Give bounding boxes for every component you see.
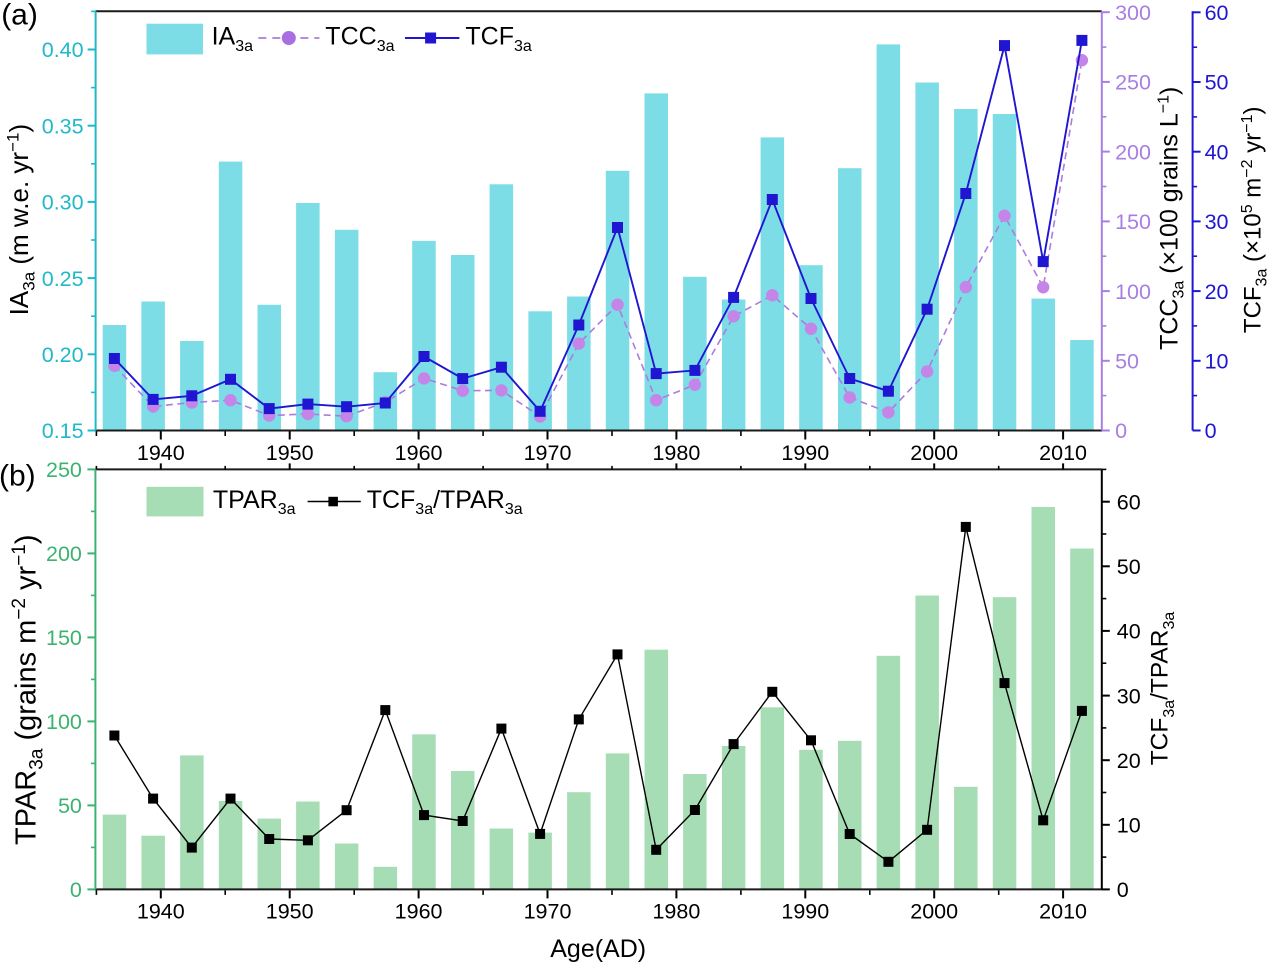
svg-text:150: 150: [1115, 210, 1151, 234]
svg-text:0: 0: [1115, 419, 1127, 443]
svg-text:300: 300: [1115, 1, 1151, 25]
svg-text:0: 0: [1205, 419, 1217, 443]
svg-text:1980: 1980: [652, 899, 700, 923]
svg-text:1990: 1990: [781, 899, 829, 923]
svg-text:TCC3a: TCC3a: [325, 23, 394, 55]
svg-text:IA3a (m w.e. yr−1): IA3a (m w.e. yr−1): [3, 124, 38, 315]
svg-text:0: 0: [1117, 878, 1129, 902]
svg-text:TCF3a: TCF3a: [465, 23, 532, 55]
svg-text:200: 200: [1115, 140, 1151, 164]
svg-text:10: 10: [1117, 814, 1141, 838]
svg-text:1950: 1950: [266, 441, 314, 465]
svg-text:10: 10: [1205, 350, 1229, 374]
svg-text:60: 60: [1117, 490, 1141, 514]
svg-text:0.15: 0.15: [42, 419, 84, 443]
svg-text:250: 250: [46, 458, 82, 482]
svg-text:TPAR3a: TPAR3a: [213, 486, 296, 518]
svg-text:(a): (a): [1, 0, 38, 32]
svg-text:0.20: 0.20: [42, 343, 84, 367]
svg-text:TCF3a/TPAR3a: TCF3a/TPAR3a: [367, 486, 523, 518]
svg-text:1990: 1990: [781, 441, 829, 465]
svg-text:Age(AD): Age(AD): [550, 935, 646, 963]
svg-text:IA3a: IA3a: [212, 23, 254, 55]
svg-text:TCF3a/TPAR3a: TCF3a/TPAR3a: [1147, 612, 1178, 766]
svg-text:(b): (b): [0, 460, 36, 493]
svg-text:2000: 2000: [910, 899, 958, 923]
svg-text:30: 30: [1205, 210, 1229, 234]
svg-text:40: 40: [1117, 620, 1141, 644]
svg-text:0.35: 0.35: [42, 114, 84, 138]
svg-text:30: 30: [1117, 684, 1141, 708]
svg-text:50: 50: [1205, 71, 1229, 95]
svg-text:250: 250: [1115, 71, 1151, 95]
svg-text:20: 20: [1205, 280, 1229, 304]
svg-text:2010: 2010: [1039, 441, 1087, 465]
svg-text:1980: 1980: [652, 441, 700, 465]
svg-text:100: 100: [46, 710, 82, 734]
svg-text:2000: 2000: [910, 441, 958, 465]
svg-text:150: 150: [46, 626, 82, 650]
svg-text:1960: 1960: [395, 441, 443, 465]
svg-text:50: 50: [58, 794, 82, 818]
svg-text:TPAR3a (grains m−2 yr−1): TPAR3a (grains m−2 yr−1): [9, 534, 48, 845]
svg-text:1940: 1940: [137, 899, 185, 923]
svg-text:60: 60: [1205, 1, 1229, 25]
svg-text:40: 40: [1205, 140, 1229, 164]
svg-text:20: 20: [1117, 749, 1141, 773]
svg-text:TCF3a (×105 m−2 yr−1): TCF3a (×105 m−2 yr−1): [1239, 107, 1268, 334]
svg-text:1970: 1970: [524, 441, 572, 465]
svg-text:1940: 1940: [137, 441, 185, 465]
svg-text:0.25: 0.25: [42, 267, 84, 291]
svg-text:50: 50: [1115, 350, 1139, 374]
svg-text:TCC3a (×100 grains L−1): TCC3a (×100 grains L−1): [1155, 87, 1187, 350]
svg-text:50: 50: [1117, 555, 1141, 579]
svg-text:2010: 2010: [1039, 899, 1087, 923]
svg-text:100: 100: [1115, 280, 1151, 304]
svg-text:1950: 1950: [266, 899, 314, 923]
svg-text:0.40: 0.40: [42, 38, 84, 62]
svg-text:0.30: 0.30: [42, 191, 84, 215]
svg-text:200: 200: [46, 542, 82, 566]
svg-text:0: 0: [70, 878, 82, 902]
svg-text:1970: 1970: [524, 899, 572, 923]
svg-text:1960: 1960: [395, 899, 443, 923]
